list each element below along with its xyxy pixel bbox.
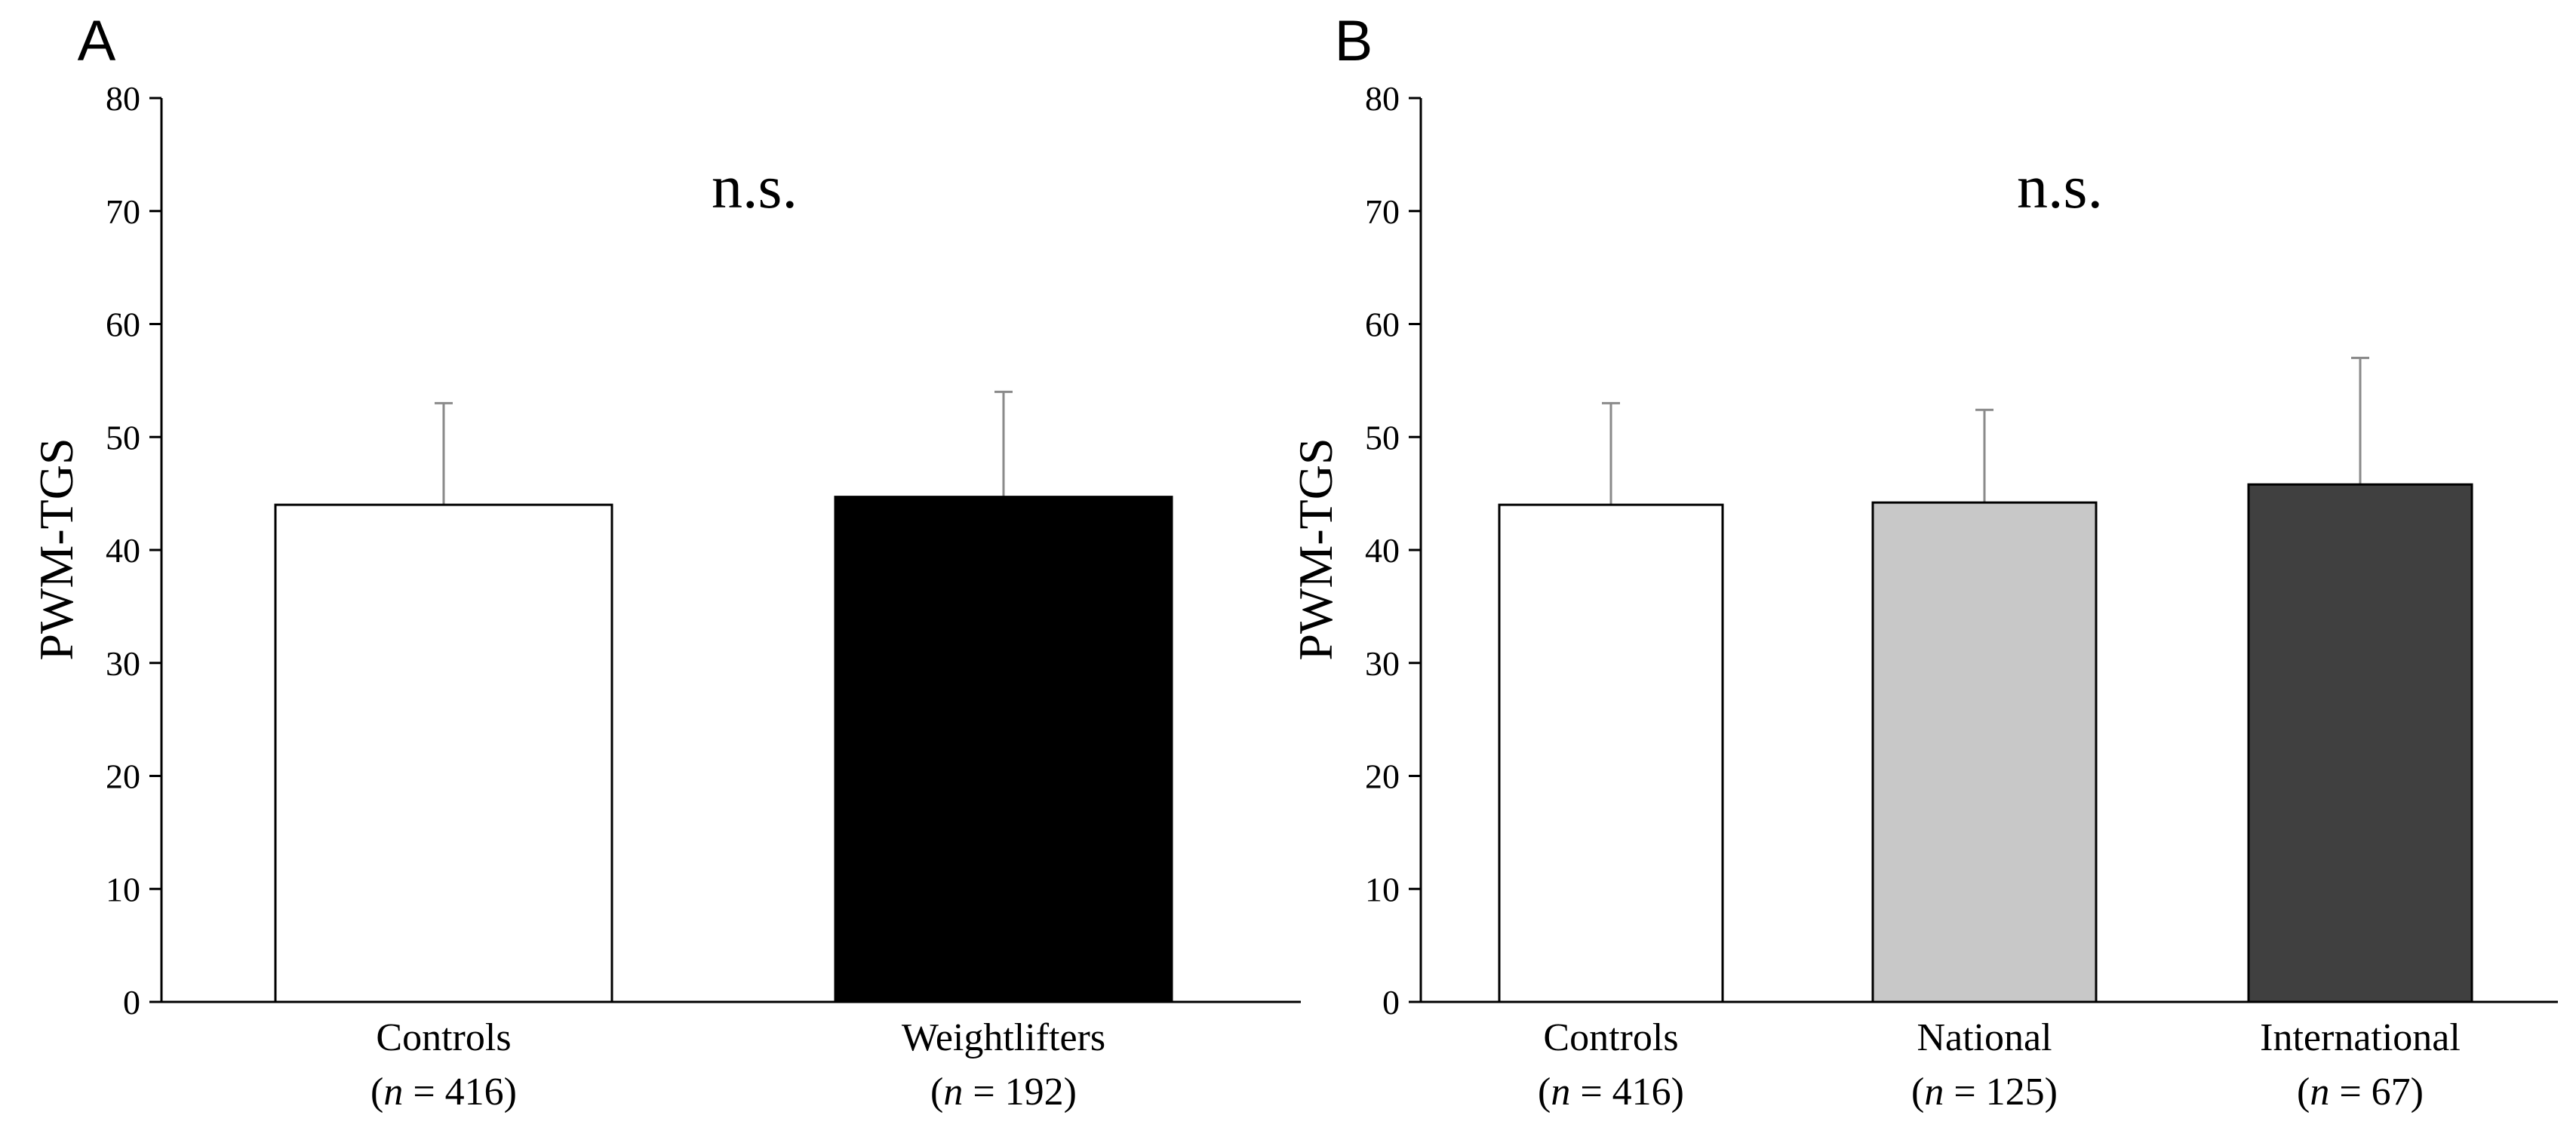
- sample-size-open: (: [1538, 1071, 1551, 1114]
- bar: [834, 496, 1173, 1003]
- sample-size-open: (: [2297, 1071, 2310, 1114]
- sample-size-label: (n = 416): [1538, 1071, 1684, 1114]
- y-axis-title: PWM-TGS: [29, 438, 83, 660]
- significance-annotation: n.s.: [2017, 152, 2103, 221]
- sample-size-symbol: n: [383, 1071, 403, 1114]
- y-tick-label: 10: [1365, 870, 1400, 908]
- sample-size-label: (n = 67): [2297, 1071, 2424, 1114]
- y-tick-label: 50: [1365, 418, 1400, 456]
- sample-size-symbol: n: [2310, 1071, 2329, 1114]
- panel-a: A 0 10 20 30 40 50 60 70 80 PWM-TGS n.s. Controls (n …: [29, 9, 1301, 1114]
- sample-size-symbol: n: [1551, 1071, 1570, 1114]
- sample-size-open: (: [1911, 1071, 1924, 1114]
- significance-annotation: n.s.: [712, 152, 798, 221]
- sample-size-open: (: [930, 1071, 943, 1114]
- y-tick-label: 0: [123, 983, 140, 1022]
- sample-size-label: (n = 192): [930, 1071, 1077, 1114]
- y-tick-label: 70: [106, 192, 140, 231]
- y-tick-label: 50: [106, 418, 140, 456]
- y-tick-label: 20: [106, 757, 140, 796]
- category-label: Weightlifters: [902, 1016, 1105, 1059]
- sample-size-value: = 67): [2329, 1071, 2424, 1114]
- sample-size-label: (n = 125): [1911, 1071, 2058, 1114]
- sample-size-open: (: [370, 1071, 383, 1114]
- sample-size-value: = 192): [963, 1071, 1077, 1114]
- panel-b: B 0 10 20 30 40 50 60 70 80 PWM-TGS n.s. Controls (n …: [1289, 9, 2558, 1114]
- y-tick-label: 80: [1365, 79, 1400, 118]
- y-tick-label: 30: [1365, 644, 1400, 683]
- bar: [2247, 483, 2473, 1003]
- y-tick-label: 10: [106, 870, 140, 908]
- y-tick-label: 70: [1365, 192, 1400, 231]
- sample-size-value: = 125): [1944, 1071, 2058, 1114]
- bar: [1498, 503, 1724, 1003]
- sample-size-value: = 416): [1570, 1071, 1684, 1114]
- panel-label: B: [1335, 9, 1373, 73]
- category-label: National: [1917, 1016, 2052, 1059]
- sample-size-value: = 416): [403, 1071, 517, 1114]
- bar: [274, 503, 613, 1003]
- y-tick-label: 40: [106, 531, 140, 570]
- y-tick-label: 20: [1365, 757, 1400, 796]
- y-axis-title: PWM-TGS: [1289, 438, 1342, 660]
- y-tick-label: 80: [106, 79, 140, 118]
- y-tick-label: 40: [1365, 531, 1400, 570]
- sample-size-symbol: n: [1924, 1071, 1944, 1114]
- y-tick-label: 30: [106, 644, 140, 683]
- y-tick-label: 60: [1365, 306, 1400, 344]
- category-label: Controls: [376, 1016, 511, 1059]
- y-tick-label: 0: [1382, 983, 1400, 1022]
- y-tick-label: 60: [106, 306, 140, 344]
- panel-label: A: [78, 9, 116, 73]
- category-label: Controls: [1543, 1016, 1678, 1059]
- bar: [1871, 501, 2098, 1003]
- category-label: International: [2260, 1016, 2461, 1059]
- sample-size-label: (n = 416): [370, 1071, 517, 1114]
- sample-size-symbol: n: [943, 1071, 963, 1114]
